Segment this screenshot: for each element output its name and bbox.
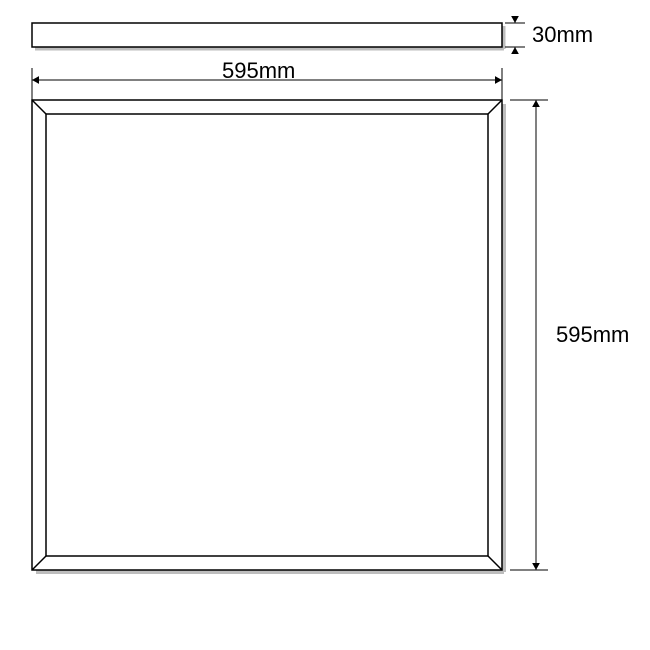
technical-drawing: 30mm 595mm 595mm: [0, 0, 650, 650]
drawing-svg: [0, 0, 650, 650]
height-dimension-label: 595mm: [556, 322, 629, 348]
depth-dimension-label: 30mm: [532, 22, 593, 48]
width-dimension-label: 595mm: [222, 58, 295, 84]
